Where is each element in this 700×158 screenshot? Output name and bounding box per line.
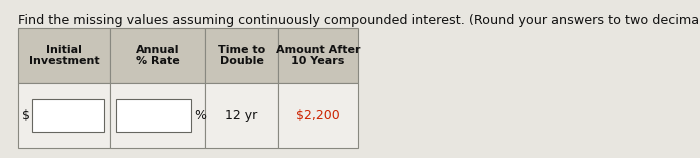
Text: Initial
Investment: Initial Investment [29, 45, 99, 66]
Text: $: $ [22, 109, 30, 122]
Text: %: % [194, 109, 206, 122]
Text: Find the missing values assuming continuously compounded interest. (Round your a: Find the missing values assuming continu… [18, 14, 700, 27]
Text: 12 yr: 12 yr [225, 109, 258, 122]
Text: Time to
Double: Time to Double [218, 45, 265, 66]
Bar [18, 28, 110, 83]
Bar [18, 83, 110, 148]
Bar [110, 28, 205, 83]
Bar [110, 83, 205, 148]
Bar [278, 83, 358, 148]
Bar [205, 83, 278, 148]
Text: Annual
% Rate: Annual % Rate [136, 45, 179, 66]
Bar [116, 99, 191, 132]
Bar [278, 28, 358, 83]
Bar [205, 28, 278, 83]
Text: Amount After
10 Years: Amount After 10 Years [276, 45, 360, 66]
Bar [32, 99, 104, 132]
Text: $2,200: $2,200 [296, 109, 340, 122]
